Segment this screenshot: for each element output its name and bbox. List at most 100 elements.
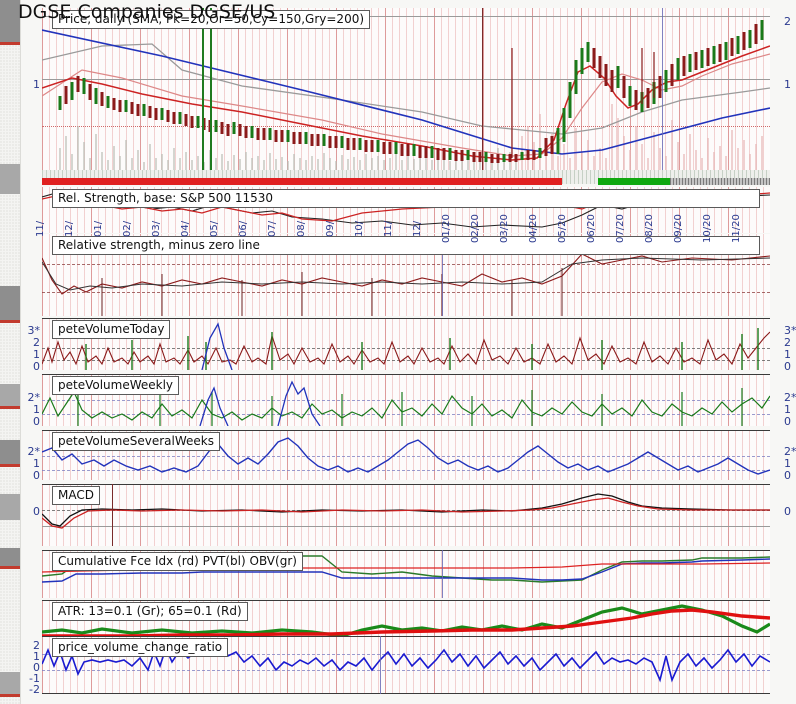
axis-tick-label: 2 [33, 639, 40, 652]
panel-caption-atr: ATR: 13=0.1 (Gr); 65=0.1 (Rd) [52, 602, 248, 621]
page-title: DGSE Companies DGSE/US [18, 1, 276, 23]
gridline [42, 348, 770, 349]
axis-tick-label: 0 [784, 505, 791, 518]
panel-divider [42, 636, 770, 637]
axis-tick-label: 0 [33, 469, 40, 482]
date-tick-label: 09/ [325, 220, 336, 237]
axis-tick-label: 3* [27, 324, 41, 337]
regime-bar-bearish [42, 178, 562, 185]
axis-tick-label: 0 [33, 415, 40, 428]
panel-cumulative-force-index[interactable]: Cumulative Fce Idx (rd) PVT(bl) OBV(gr) [42, 550, 770, 598]
gridline [42, 414, 770, 415]
minimap-block[interactable] [0, 494, 20, 520]
panel-caption-volume-several-weeks: peteVolumeSeveralWeeks [52, 432, 220, 451]
gridline [42, 16, 770, 17]
minimap-block[interactable] [0, 440, 20, 464]
date-tick-label: 11/ [35, 220, 46, 237]
panel-relative-strength[interactable]: Rel. Strength, base: S&P 500 11530 [42, 187, 770, 233]
axis-tick-label: 0 [33, 661, 40, 674]
cursor-line [482, 8, 483, 170]
price-volume-change-ratio-plot-area[interactable] [42, 636, 770, 694]
right-axis-labels: 2 1 3* 2 1 0 2* 1 0 2* 1 0 0 [770, 0, 796, 704]
panel-divider [42, 374, 770, 375]
cursor-line [442, 550, 443, 598]
minimap-block[interactable] [0, 0, 20, 42]
axis-tick-label: 1 [784, 403, 791, 416]
marker-line [202, 8, 204, 170]
panel-volume-several-weeks[interactable]: peteVolumeSeveralWeeks [42, 430, 770, 480]
panel-caption-volume-weekly: peteVolumeWeekly [52, 376, 180, 395]
overview-minimap-strip[interactable] [0, 0, 21, 704]
regime-bar-bullish [598, 178, 670, 185]
date-tick-label: 05/20 [557, 214, 568, 243]
atr-series [42, 604, 770, 638]
macd-series [42, 493, 770, 529]
volume-weekly-series [42, 380, 770, 426]
date-tick-label: 04/20 [528, 214, 539, 243]
date-tick-label: 03/20 [499, 214, 510, 243]
minimap-marker [0, 566, 20, 569]
panel-divider [42, 550, 770, 551]
left-axis-labels: 1 3* 2 1 0 2* 1 0 2* 1 0 0 2 1 0 -1 -2 [20, 0, 42, 704]
gridline [42, 456, 770, 457]
minimap-block[interactable] [0, 672, 20, 694]
date-tick-label: 07/20 [615, 214, 626, 243]
volume-today-series [42, 322, 770, 370]
axis-tick-label: 2* [784, 445, 796, 458]
axis-tick-label: 2 [33, 336, 40, 349]
axis-tick-label: -1 [29, 672, 40, 685]
axis-tick-label: 1 [33, 650, 40, 663]
atr-plot-area[interactable] [42, 600, 770, 640]
date-tick-label: 09/20 [673, 214, 684, 243]
panel-caption-cumulative-force-index: Cumulative Fce Idx (rd) PVT(bl) OBV(gr) [52, 552, 303, 571]
minimap-block[interactable] [0, 164, 20, 194]
minimap-marker [0, 406, 20, 409]
panel-volume-weekly[interactable]: peteVolumeWeekly [42, 374, 770, 426]
cursor-line [380, 636, 381, 694]
axis-tick-label: 0 [784, 360, 791, 373]
date-tick-label: 12/ [412, 220, 423, 237]
minimap-background [0, 0, 20, 704]
minimap-marker [0, 320, 20, 323]
gridline [42, 654, 770, 655]
date-tick-label: 01/ [93, 220, 104, 237]
panel-macd[interactable]: MACD [42, 484, 770, 546]
date-tick-label: 05/ [209, 220, 220, 237]
panel-price[interactable]: Price, daily (SMA, Pk=20,Or=50,Cy=150,Gr… [42, 8, 770, 170]
zero-line [42, 264, 770, 265]
minimap-marker [0, 464, 20, 467]
axis-tick-label: 2* [784, 391, 796, 404]
panel-divider [42, 318, 770, 319]
axis-tick-label: 1 [784, 348, 791, 361]
axis-tick-label: 1 [33, 348, 40, 361]
axis-tick-label: 2 [784, 336, 791, 349]
axis-tick-label: 3* [784, 324, 796, 337]
date-tick-label: 10/20 [702, 214, 713, 243]
date-tick-label: 11/20 [731, 214, 742, 243]
minimap-block[interactable] [0, 548, 20, 566]
panel-volume-today[interactable]: peteVolumeToday [42, 318, 770, 370]
minimap-marker [0, 694, 20, 697]
cursor-line [662, 8, 663, 170]
price-plot-area[interactable] [42, 8, 770, 170]
date-tick-label: 01/20 [441, 214, 452, 243]
panel-atr[interactable]: ATR: 13=0.1 (Gr); 65=0.1 (Rd) [42, 600, 770, 640]
panel-caption-macd: MACD [52, 486, 100, 505]
date-tick-label: 08/20 [644, 214, 655, 243]
gridline [42, 360, 770, 361]
panel-divider [42, 484, 770, 485]
axis-tick-label: 1 [784, 78, 791, 91]
panel-price-volume-change-ratio[interactable]: price_volume_change_ratio [42, 636, 770, 694]
date-tick-label: 04/ [180, 220, 191, 237]
macd-plot-area[interactable] [42, 484, 770, 546]
gridline [42, 79, 770, 80]
minimap-block[interactable] [0, 286, 20, 320]
axis-tick-label: 0 [784, 469, 791, 482]
minimap-block[interactable] [0, 384, 20, 406]
axis-tick-label: 2 [784, 15, 791, 28]
date-tick-label: 08/ [296, 220, 307, 237]
cursor-line [112, 484, 113, 546]
panel-caption-relative-strength-zero: Relative strength, minus zero line [52, 236, 760, 255]
panel-relative-strength-zero[interactable]: Relative strength, minus zero line [42, 234, 770, 316]
